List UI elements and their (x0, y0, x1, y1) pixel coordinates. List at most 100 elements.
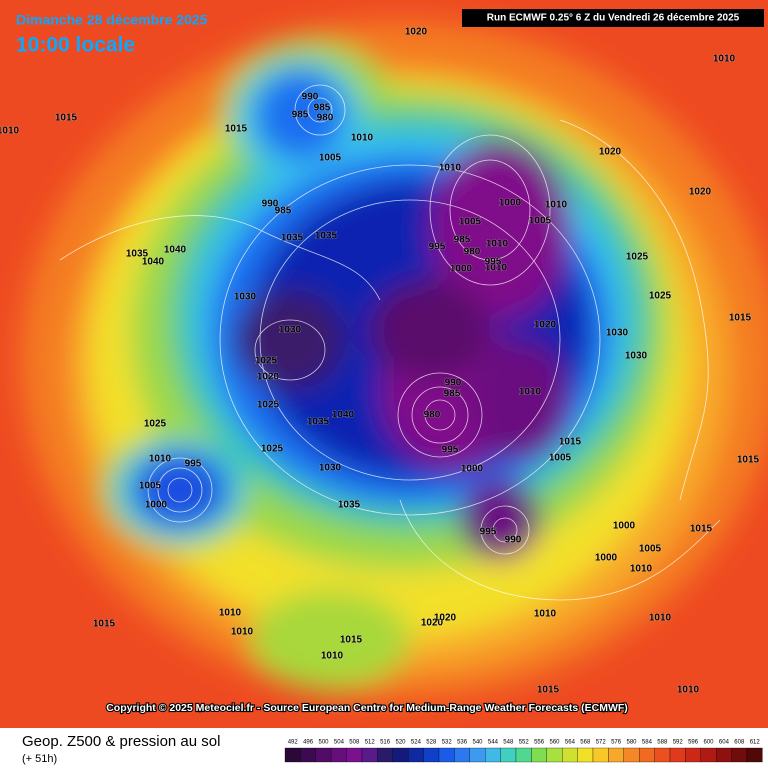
colorbar-tick-label: 536 (457, 740, 468, 746)
colorbar-swatch (700, 747, 717, 763)
isobar-label: 1030 (625, 351, 648, 362)
isobar-label: 1010 (545, 200, 568, 211)
isobar-label: 1010 (534, 609, 557, 620)
colorbar-tick-label: 512 (365, 740, 376, 746)
isobar-label: 990 (302, 92, 319, 103)
isobar-label: 1000 (145, 500, 168, 511)
isobar-label: 985 (292, 110, 309, 121)
isobar-label: 995 (442, 445, 459, 456)
isobar-label: 1010 (630, 564, 653, 575)
map-time: 10:00 locale (16, 34, 135, 57)
colorbar-tick-label: 552 (519, 740, 530, 746)
isobar-label: 1015 (559, 437, 582, 448)
colorbar-swatch (746, 747, 763, 763)
colorbar-tick-label: 560 (549, 740, 560, 746)
isobar-label: 1015 (737, 455, 760, 466)
colorbar-tick-label: 492 (288, 740, 299, 746)
colorbar-tick-label: 588 (657, 740, 668, 746)
isobar-label: 995 (480, 527, 497, 538)
isobar-label: 1005 (139, 481, 162, 492)
colorbar-tick-label: 612 (750, 740, 761, 746)
isobar-label: 1025 (261, 444, 284, 455)
colorbar-swatch (716, 747, 732, 763)
isobar-label: 1040 (142, 257, 165, 268)
isobar-label: 1010 (219, 608, 242, 619)
colorbar-swatch (562, 747, 578, 763)
isobar-label: 1025 (144, 419, 167, 430)
isobar-label: 985 (314, 103, 331, 114)
isobar-label: 1030 (279, 325, 302, 336)
isobar-label: 985 (444, 389, 461, 400)
colorbar-swatch (408, 747, 424, 763)
isobar-label: 1005 (319, 153, 342, 164)
colorbar-swatch (623, 747, 640, 763)
isobar-label: 1010 (677, 685, 700, 696)
isobar-label: 1015 (537, 685, 560, 696)
colorbar-swatch (669, 747, 686, 763)
isobar-label: 1015 (93, 619, 116, 630)
isobar-label: 1025 (257, 400, 280, 411)
isobar-label: 1010 (439, 163, 462, 174)
colorbar-swatch (377, 747, 393, 763)
isobar-label: 1035 (315, 231, 338, 242)
isobar-label: 1020 (257, 372, 280, 383)
colorbar-tick-label: 556 (534, 740, 545, 746)
colorbar-swatch (531, 747, 547, 763)
colorbar-swatch (546, 747, 563, 763)
isobar-label: 1005 (639, 544, 662, 555)
colorbar-tick-label: 548 (503, 740, 514, 746)
colorbar-tick-label: 572 (596, 740, 607, 746)
isobar-label: 1000 (450, 264, 473, 275)
isobar-label: 1025 (626, 252, 649, 263)
isobar-label: 1005 (529, 216, 552, 227)
isobar-label: 1040 (332, 410, 355, 421)
isobar-label: 1010 (519, 387, 542, 398)
isobar-label: 1020 (599, 147, 622, 158)
isobar-label: 1005 (549, 453, 572, 464)
map-title: Dimanche 28 décembre 2025 (16, 12, 208, 28)
isobar-label: 1000 (461, 464, 484, 475)
isobar-label: 995 (185, 459, 202, 470)
colorbar-tick-label: 524 (411, 740, 422, 746)
colorbar-swatch (592, 747, 609, 763)
isobar-label: 1030 (234, 292, 257, 303)
isobar-label: 1010 (485, 263, 508, 274)
isobar-label: 1025 (649, 291, 672, 302)
colorbar-swatch (315, 747, 332, 763)
isobar-label: 1035 (281, 233, 304, 244)
colorbar-swatch (500, 747, 517, 763)
isobar-label: 1010 (0, 126, 20, 137)
isobar-label: 1020 (434, 613, 457, 624)
isobar-label: 1015 (690, 524, 713, 535)
colorbar-tick-label: 500 (318, 740, 329, 746)
colorbar-tick-label: 496 (303, 740, 314, 746)
lead-time: (+ 51h) (22, 753, 57, 765)
colorbar-swatch (515, 747, 532, 763)
colorbar-tick-label: 592 (673, 740, 684, 746)
colorbar-swatch (454, 747, 470, 763)
isobar-label: 1015 (340, 635, 363, 646)
isobar-label: 1005 (459, 217, 482, 228)
colorbar-swatch (639, 747, 655, 763)
colorbar-tick-label: 564 (565, 740, 576, 746)
colorbar-swatch (469, 747, 486, 763)
colorbar-tick-label: 600 (703, 740, 714, 746)
isobar-label: 1015 (729, 313, 752, 324)
isobar-label: 985 (275, 206, 292, 217)
colorbar-swatch (485, 747, 501, 763)
colorbar-tick-label: 580 (626, 740, 637, 746)
isobar-label: 995 (429, 242, 446, 253)
isobar-label: 1030 (606, 328, 629, 339)
isobar-label: 980 (424, 410, 441, 421)
isobar-label: 1010 (713, 54, 736, 65)
colorbar-tick-label: 504 (334, 740, 345, 746)
colorbar-tick-label: 604 (719, 740, 730, 746)
copyright: Copyright © 2025 Meteociel.fr - Source E… (106, 702, 628, 714)
isobar-label: 1010 (351, 133, 374, 144)
isobar-label: 1010 (149, 454, 172, 465)
isobar-label: 1020 (421, 618, 444, 629)
isobar-label: 1010 (649, 613, 672, 624)
isobar-label: 1015 (55, 113, 78, 124)
colorbar-swatch (608, 747, 624, 763)
isobar-label: 1000 (595, 553, 618, 564)
